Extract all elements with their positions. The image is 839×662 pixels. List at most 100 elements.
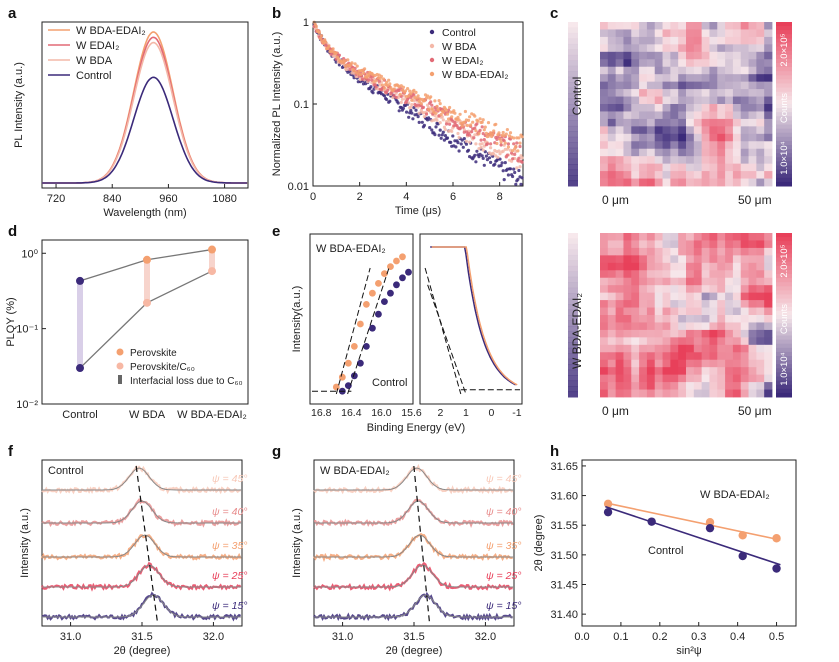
heatmap-cell	[662, 277, 671, 286]
side-bar	[568, 164, 578, 171]
side-bar	[568, 369, 578, 376]
heatmap-cell	[607, 111, 617, 120]
heatmap-cell	[615, 118, 624, 127]
data-point	[490, 134, 494, 139]
heatmap-cell	[709, 374, 718, 383]
heatmap-cell	[600, 322, 609, 331]
heatmap-cell	[693, 329, 703, 338]
heatmap-cell	[717, 247, 726, 256]
heatmap-cell	[756, 367, 765, 376]
heatmap-cell	[717, 329, 726, 338]
colorbar-step	[776, 50, 792, 56]
heatmap-cell	[748, 344, 757, 353]
data-point	[363, 67, 367, 71]
tick-label-e: 2	[437, 407, 443, 419]
heatmap-cell	[748, 329, 757, 338]
heatmap-cell	[717, 178, 726, 187]
heatmap-cell	[748, 307, 757, 316]
heatmap-cell	[756, 300, 765, 308]
heatmap-cell	[631, 307, 640, 316]
heatmap-cell	[725, 247, 734, 256]
heatmap-cell	[662, 322, 671, 331]
heatmap-cell	[732, 322, 742, 331]
heatmap-cell	[686, 367, 695, 376]
heatmap-cell	[756, 178, 765, 187]
heatmap-cell	[646, 277, 656, 286]
data-point	[444, 108, 449, 112]
data-point	[388, 99, 392, 103]
heatmap-cell	[748, 89, 757, 97]
heatmap-cell	[717, 367, 726, 376]
heatmap-cell	[646, 292, 656, 301]
data-point	[377, 79, 381, 83]
heatmap-cell	[748, 51, 757, 60]
data-point	[409, 105, 413, 109]
legend-label-b: W BDA-EDAI₂	[442, 69, 509, 81]
heatmap-cell	[646, 96, 656, 105]
data-point	[476, 119, 480, 123]
heatmap-cell	[701, 148, 710, 157]
heatmap-cell	[686, 262, 695, 271]
heatmap-cell	[701, 270, 710, 279]
heatmap-cell	[662, 389, 671, 398]
psi-label-g: ψ = 35°	[486, 540, 521, 552]
heatmap-cell	[748, 262, 757, 271]
colorbar-label-c: Counts	[779, 93, 790, 123]
heatmap-cell	[693, 247, 703, 256]
data-point	[497, 131, 501, 135]
panel-letter-b: b	[272, 5, 281, 22]
fit-line-h-1	[605, 505, 781, 566]
heatmap-cell	[654, 148, 663, 157]
heatmap-cell	[615, 96, 624, 105]
heatmap-cell	[607, 96, 617, 105]
heatmap-cell	[701, 329, 710, 338]
heatmap-cell	[701, 352, 710, 361]
heatmap-cell	[654, 240, 663, 249]
panel-g-frame	[313, 459, 515, 627]
data-point-edai	[393, 257, 400, 265]
heatmap-cell	[662, 111, 671, 120]
heatmap-cell	[686, 59, 695, 68]
side-bar	[568, 49, 578, 56]
heatmap-cell	[615, 233, 624, 241]
heatmap-cell	[607, 322, 617, 331]
data-point	[422, 115, 426, 119]
heatmap-cell	[600, 337, 609, 346]
data-point	[426, 94, 430, 98]
heatmap-cell	[709, 104, 718, 112]
data-point	[327, 44, 331, 49]
data-point	[369, 85, 373, 89]
heatmap-cell	[764, 307, 773, 316]
data-point	[489, 146, 493, 150]
heatmap-cell	[623, 367, 632, 376]
heatmap-cell	[631, 178, 640, 187]
data-point	[450, 115, 454, 119]
data-point	[514, 182, 518, 186]
data-point	[381, 77, 386, 81]
heatmap-cell	[709, 111, 718, 120]
heatmap-cell	[646, 89, 656, 97]
heatmap-cell	[693, 359, 703, 368]
heatmap-cell	[756, 307, 765, 316]
loss-bar-d	[77, 280, 83, 369]
tick-label-h: 31.55	[550, 520, 578, 532]
heatmap-cell	[631, 81, 640, 90]
colorbar-tick-c: 1.0×10⁴	[779, 352, 790, 385]
side-bar	[568, 386, 578, 393]
heatmap-cell	[670, 96, 679, 105]
xrd-curve	[41, 464, 241, 495]
heatmap-cell	[686, 66, 695, 75]
side-bar	[568, 87, 578, 94]
heatmap-cell	[662, 329, 671, 338]
tick-label-e: 15.6	[401, 407, 422, 419]
colorbar-step	[776, 282, 792, 287]
heatmap-cell	[686, 96, 695, 105]
heatmap-cell	[670, 66, 679, 75]
heatmap-cell	[654, 44, 663, 53]
heatmap-cell	[646, 240, 656, 249]
legend-label-d: Perovskite/C₆₀	[130, 362, 195, 373]
heatmap-cell	[693, 171, 703, 179]
heatmap-cell	[662, 307, 671, 316]
heatmap-cell	[631, 359, 640, 368]
heatmap-cell	[623, 104, 632, 112]
